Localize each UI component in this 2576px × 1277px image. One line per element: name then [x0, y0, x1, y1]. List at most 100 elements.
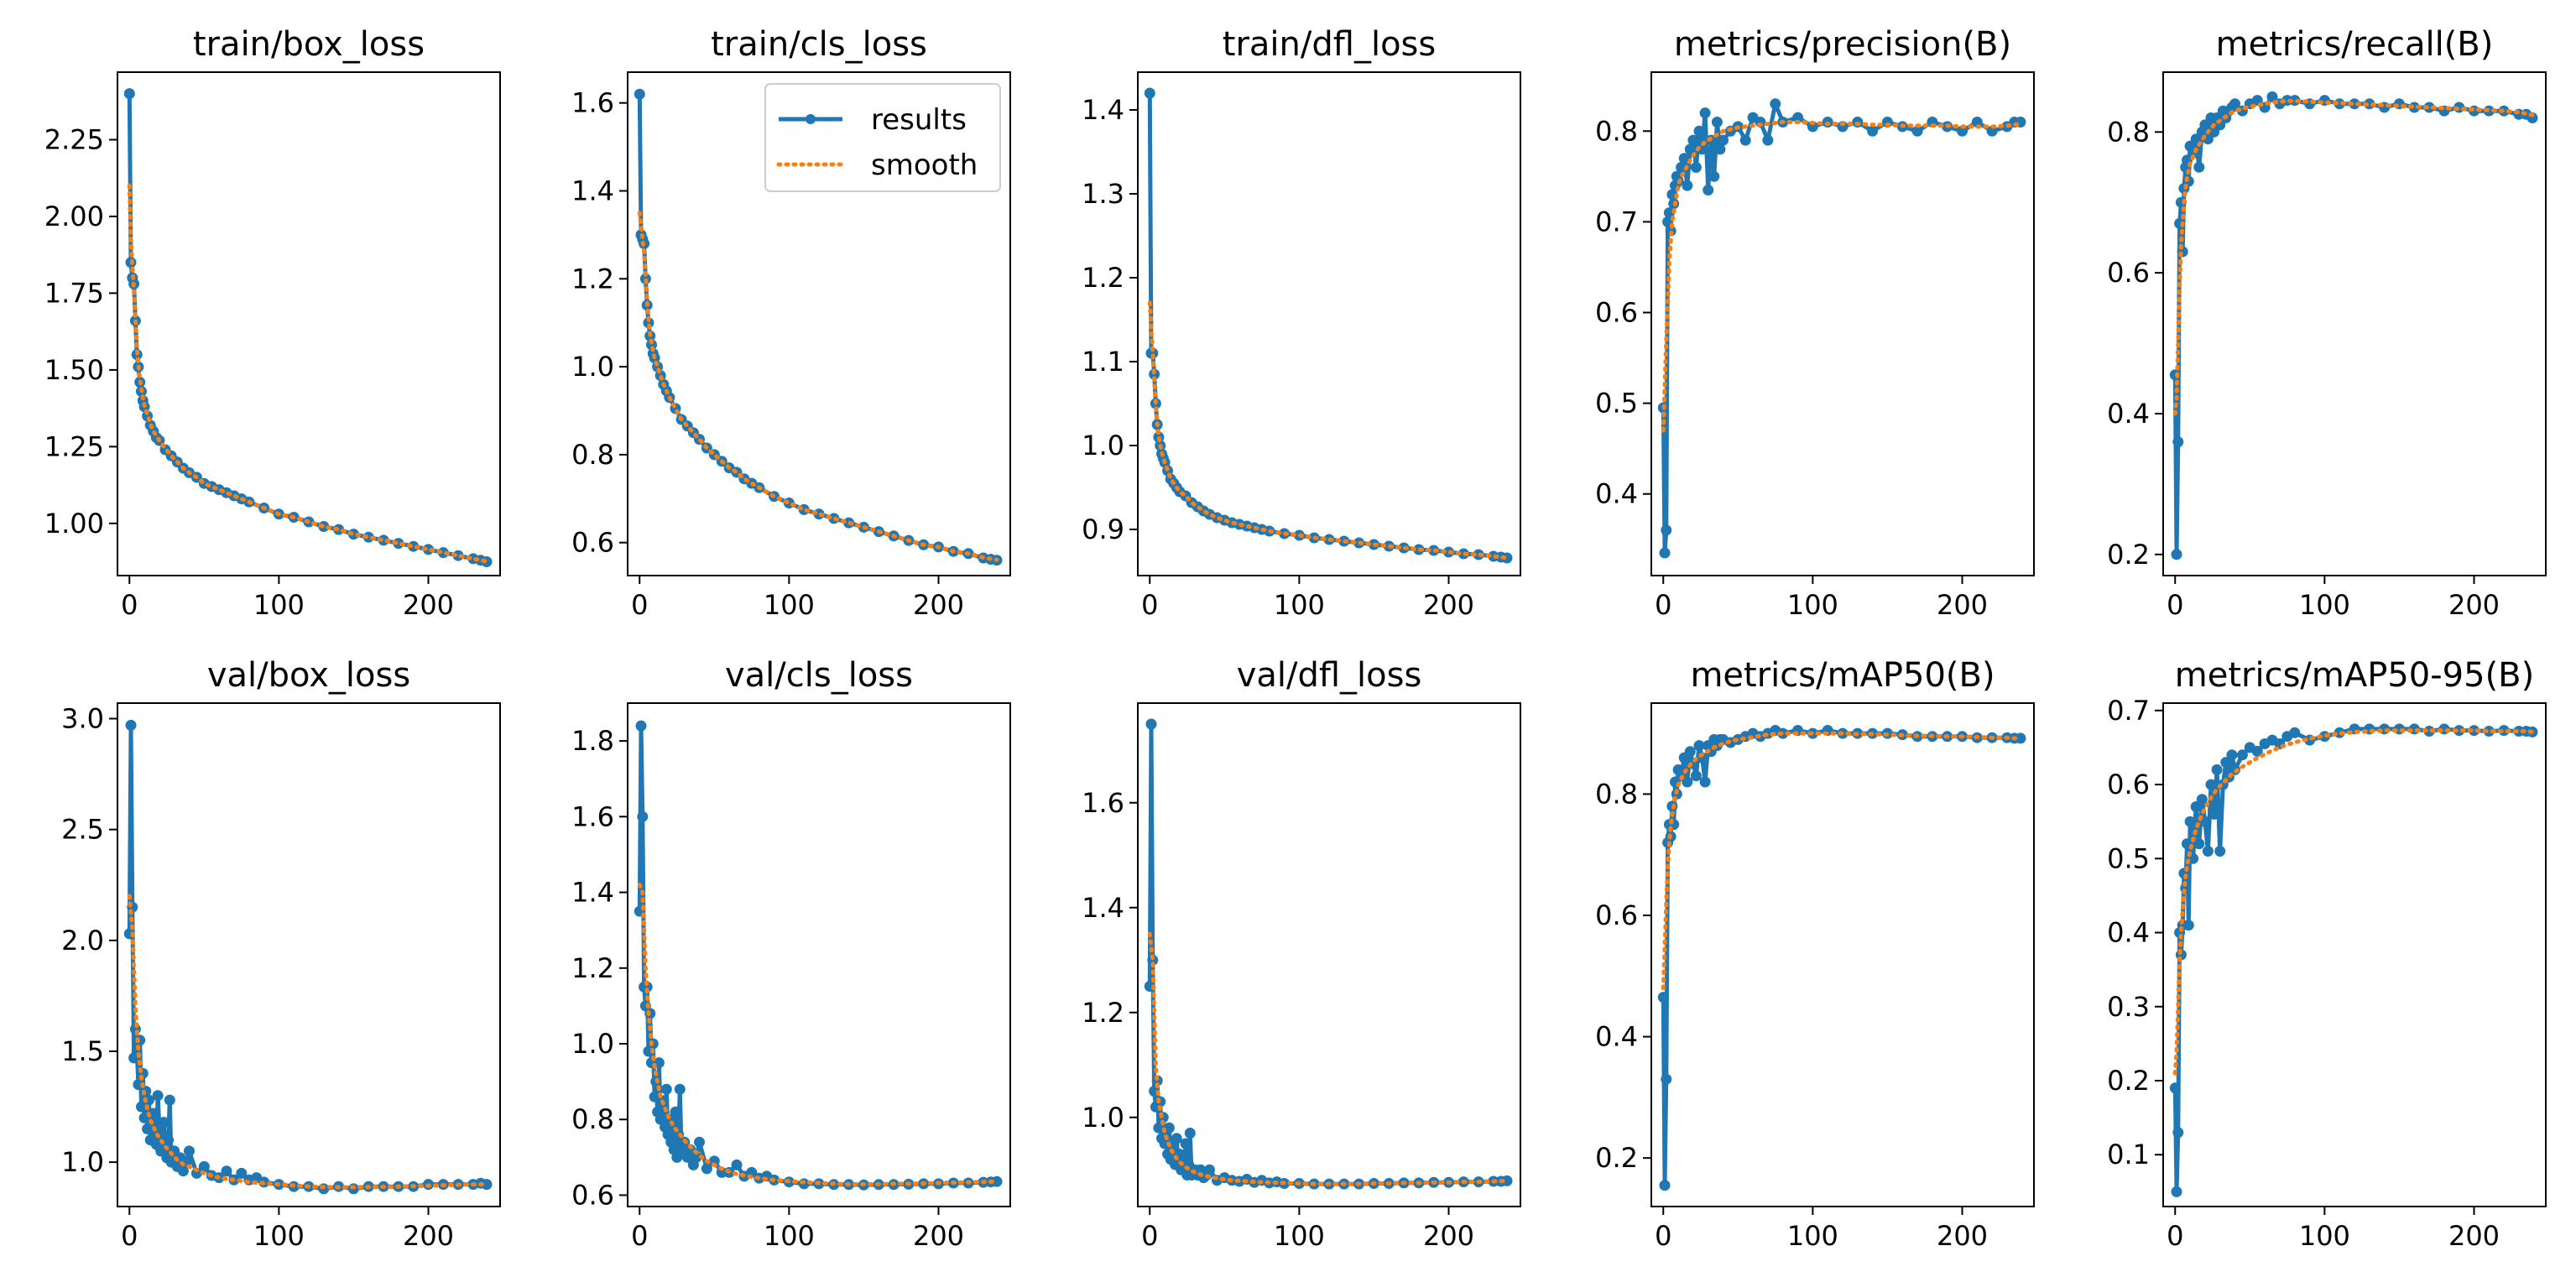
x-tick-label: 0	[631, 589, 648, 621]
smooth-series-line	[1147, 300, 1510, 560]
results-point	[423, 544, 434, 555]
results-point	[1711, 117, 1723, 128]
results-point	[1693, 125, 1705, 137]
results-point	[1676, 162, 1687, 173]
y-tick-label: 0.1	[2107, 1139, 2150, 1170]
x-tick-label: 100	[1787, 589, 1838, 621]
y-tick-label: 0.4	[1595, 478, 1638, 510]
results-point	[1770, 98, 1781, 110]
results-point	[1693, 740, 1705, 752]
plot-area	[2169, 723, 2538, 1197]
legend-results-marker	[806, 114, 816, 124]
results-point	[2184, 816, 2196, 827]
plot-area	[1144, 87, 1513, 564]
results-point	[2190, 801, 2202, 812]
axes-frame	[117, 702, 501, 1207]
smooth-series-line	[1147, 931, 1510, 1186]
results-point	[1867, 125, 1879, 137]
y-tick-label: 0.7	[2107, 695, 2150, 727]
axes-frame	[2162, 71, 2547, 576]
results-point	[1739, 134, 1751, 146]
results-point	[164, 1094, 175, 1106]
plot-area	[634, 720, 1003, 1191]
y-tick-label: 1.50	[44, 354, 104, 386]
results-point	[731, 1159, 743, 1170]
y-tick-label: 0.8	[2107, 116, 2150, 148]
axes-frame	[1137, 71, 1521, 576]
panel-title: metrics/mAP50(B)	[1690, 656, 1995, 695]
panel-val-dfl-loss: val/dfl_loss 0 100 200 1.0 1.2 1.4 1.6	[1082, 656, 1521, 1252]
results-point	[708, 1155, 720, 1167]
panel-title: metrics/mAP50-95(B)	[2175, 656, 2534, 695]
y-tick-label: 0.9	[1082, 513, 1124, 545]
results-point	[2289, 727, 2301, 738]
y-tick-label: 2.00	[44, 201, 104, 232]
results-point	[2423, 102, 2435, 113]
results-point	[660, 1083, 672, 1095]
results-point	[221, 1165, 232, 1177]
y-tick-label: 1.4	[571, 175, 614, 206]
x-tick-label: 100	[1787, 1220, 1838, 1252]
results-point	[408, 540, 420, 552]
results-point	[2172, 1127, 2184, 1139]
y-tick-label: 0.2	[2107, 539, 2150, 571]
results-point	[1792, 112, 1804, 123]
results-point	[1690, 162, 1702, 173]
results-point	[2193, 161, 2205, 173]
x-tick-label: 100	[2299, 1220, 2350, 1252]
results-point	[1762, 134, 1774, 146]
y-tick-label: 0.3	[2107, 991, 2150, 1023]
legend-smooth-label: smooth	[871, 149, 978, 182]
results-point	[158, 1117, 169, 1128]
x-tick-label: 200	[2448, 589, 2500, 621]
results-point	[1718, 134, 1729, 146]
results-point	[641, 981, 653, 993]
results-point	[1684, 746, 1696, 758]
x-tick-label: 100	[1274, 1220, 1325, 1252]
panel-train-box-loss: train/box_loss 0 100 200 1.00 1.25 1.50 1.75 2.0…	[44, 25, 501, 621]
plot-area	[1657, 725, 2026, 1191]
results-point	[236, 1167, 248, 1179]
x-tick-label: 100	[764, 1220, 815, 1252]
plot-area	[1657, 98, 2026, 559]
y-tick-label: 0.4	[1595, 1021, 1638, 1053]
results-point	[2229, 98, 2240, 110]
results-point	[1911, 125, 1923, 137]
y-tick-label: 0.6	[571, 1179, 614, 1211]
panel-metrics-map50-b: metrics/mAP50(B) 0 100 200 0.2 0.4 0.6 0.8	[1595, 656, 2035, 1252]
results-point	[2251, 745, 2263, 757]
axes-frame	[2162, 702, 2547, 1207]
results-point	[198, 1160, 210, 1172]
results-point	[1699, 107, 1711, 119]
results-point	[1661, 1073, 1672, 1085]
y-tick-label: 0.6	[2107, 257, 2150, 289]
y-tick-label: 1.3	[1082, 178, 1124, 210]
results-point	[1661, 524, 1672, 536]
results-point	[1144, 87, 1155, 99]
y-tick-label: 2.25	[44, 123, 104, 155]
x-tick-label: 200	[1937, 589, 1988, 621]
axes-frame	[627, 702, 1011, 1207]
x-tick-label: 100	[253, 1220, 305, 1252]
results-point	[136, 1101, 147, 1113]
results-point	[1714, 143, 1726, 155]
plot-area	[123, 719, 493, 1195]
results-point	[2483, 726, 2495, 737]
y-tick-label: 1.0	[1082, 430, 1124, 461]
results-point	[2169, 1082, 2181, 1094]
smooth-series-line	[1661, 120, 2023, 433]
y-tick-label: 3.0	[61, 703, 104, 735]
y-tick-label: 0.8	[1595, 778, 1638, 810]
results-point	[2015, 732, 2026, 744]
results-point	[1684, 143, 1696, 155]
results-point	[1501, 1175, 1513, 1186]
results-point	[2193, 838, 2205, 850]
results-point	[2205, 779, 2217, 790]
results-point	[2214, 846, 2226, 857]
results-point	[133, 1079, 144, 1091]
x-tick-label: 200	[403, 589, 454, 621]
y-tick-label: 0.5	[2107, 842, 2150, 874]
smooth-series-line	[127, 183, 489, 564]
results-point	[1699, 776, 1711, 788]
results-point	[1703, 185, 1714, 195]
